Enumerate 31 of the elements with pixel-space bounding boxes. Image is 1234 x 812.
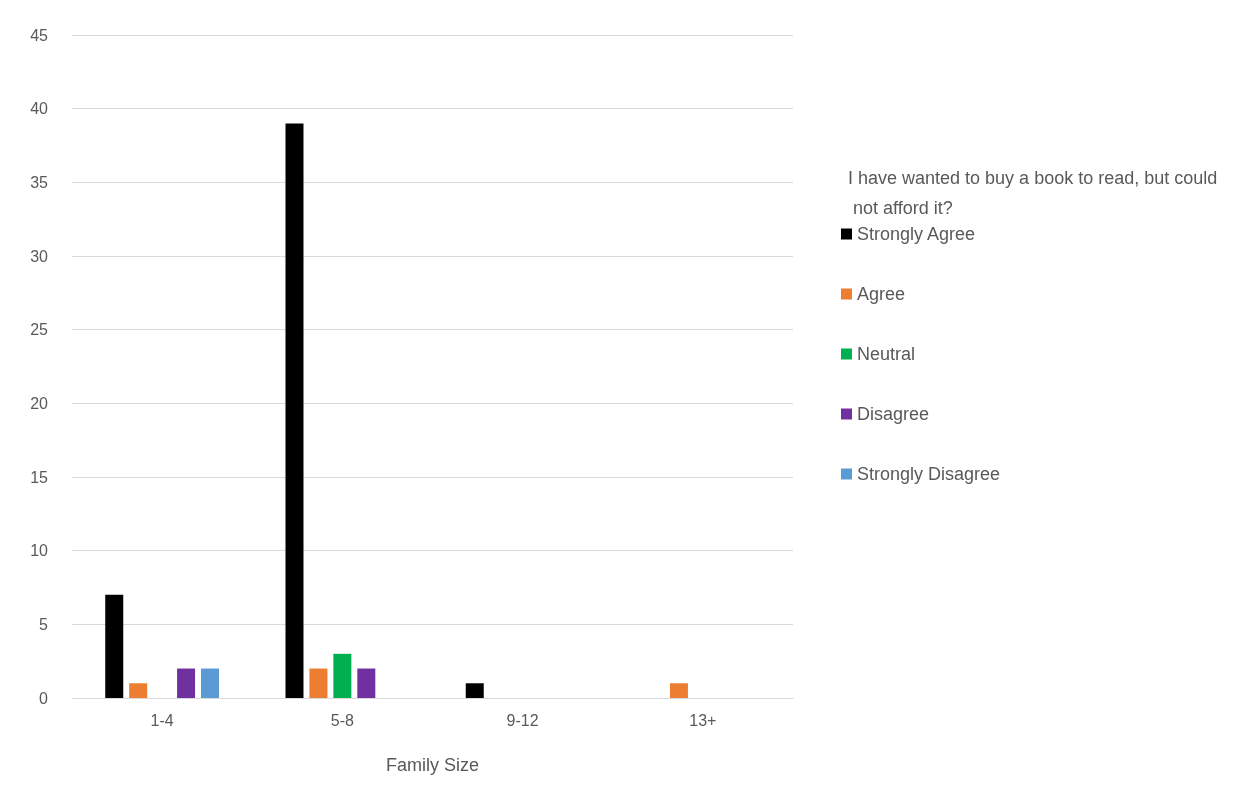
bar [129,683,148,698]
legend-label: Neutral [857,344,916,364]
x-tick-label: 13+ [689,711,717,729]
legend-title: I have wanted to buy a book to read, but could not afford it? [848,168,1218,218]
x-tick-label: 5-8 [330,711,355,729]
x-tick-label: 1-4 [150,711,174,729]
y-tick-label: 25 [30,321,49,339]
bar [309,668,328,698]
legend-label: Agree [857,284,906,304]
y-tick-label: 40 [30,100,49,118]
y-tick-label: 5 [39,615,49,633]
bar [201,668,220,698]
y-tick-label: 30 [30,247,49,265]
legend-label: Strongly Disagree [857,464,1001,484]
bar [333,653,352,698]
bar [285,123,304,698]
bar [465,683,484,698]
bar [105,594,124,698]
y-tick-label: 20 [30,394,49,412]
y-tick-label: 35 [30,173,49,191]
legend-label: Disagree [857,404,930,424]
bar [357,668,376,698]
y-tick-label: 15 [30,468,49,486]
bar [177,668,196,698]
x-axis-title: Family Size [385,755,480,775]
y-tick-label: 45 [30,26,49,44]
y-tick-label: 0 [39,689,49,707]
y-tick-label: 10 [30,542,49,560]
x-tick-label: 9-12 [506,711,539,729]
legend-label: Strongly Agree [857,224,976,244]
bar [669,683,688,698]
